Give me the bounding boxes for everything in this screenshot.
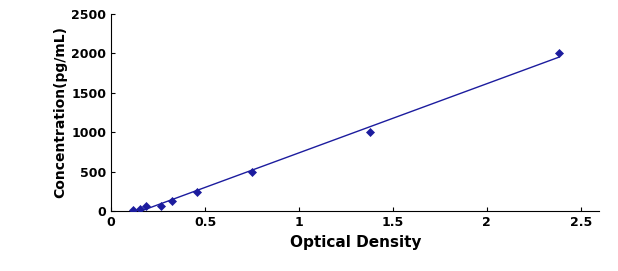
X-axis label: Optical Density: Optical Density bbox=[290, 235, 421, 250]
Y-axis label: Concentration(pg/mL): Concentration(pg/mL) bbox=[53, 27, 67, 198]
